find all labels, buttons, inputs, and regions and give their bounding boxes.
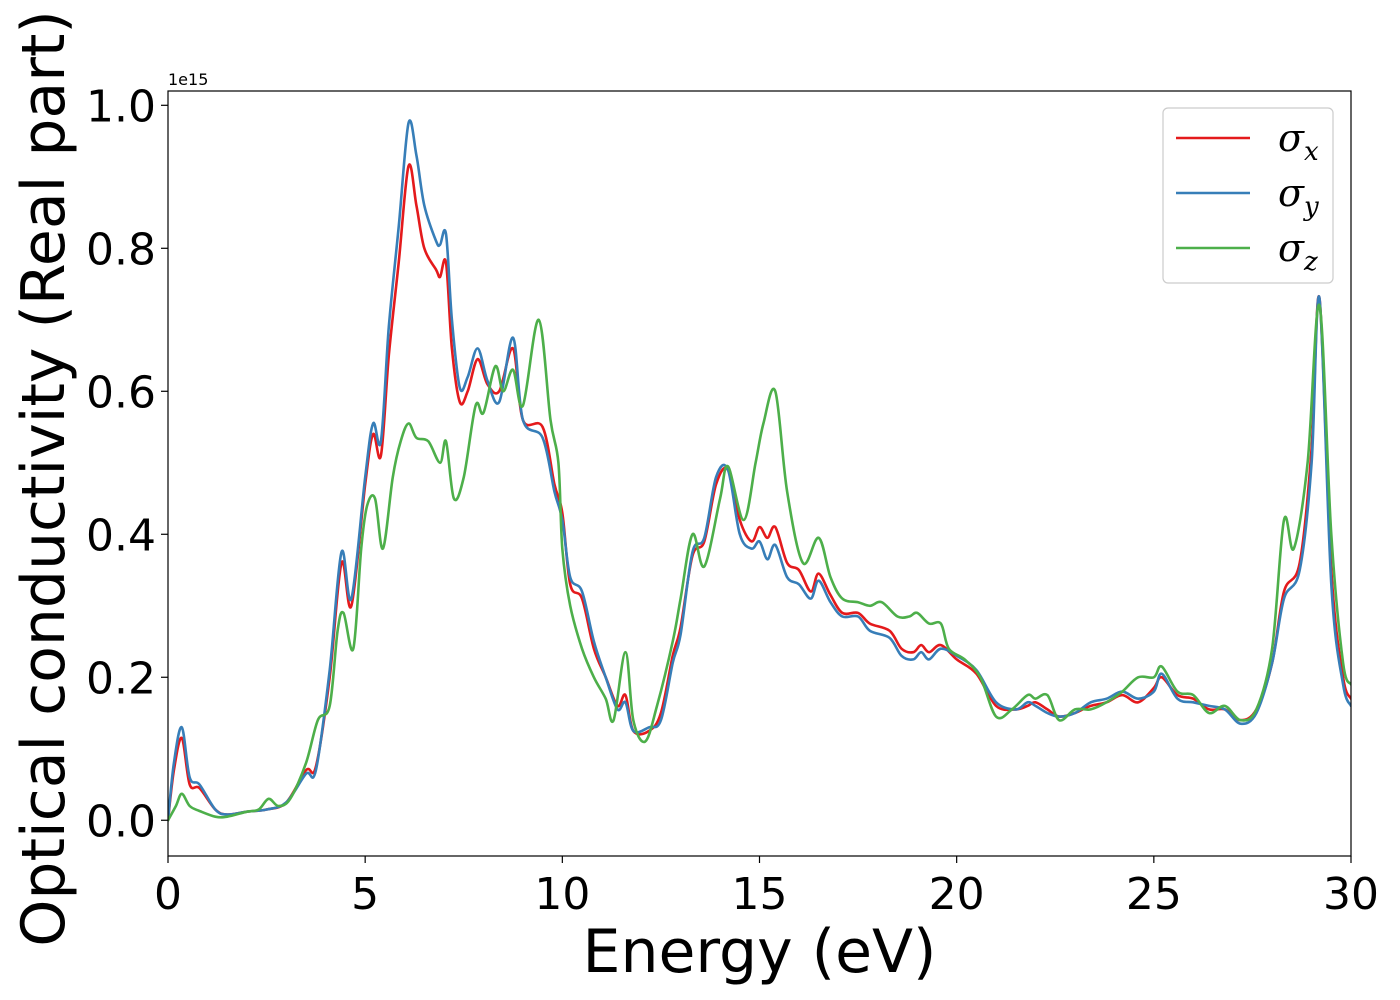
series-line-y (168, 119, 1351, 822)
y-tick-label: 1.0 (86, 81, 156, 132)
y-tick-label: 0.6 (86, 367, 156, 418)
series-layer (168, 119, 1351, 822)
series-line-z (168, 303, 1351, 822)
legend-box (1162, 107, 1334, 284)
x-axis: 0 5 10 15 20 25 30 (154, 856, 1379, 920)
y-tick-label: 0.4 (86, 510, 156, 561)
x-tick-label: 20 (929, 869, 985, 920)
x-axis-title: Energy (eV) (583, 917, 937, 987)
x-tick-label: 5 (351, 869, 379, 920)
y-tick-label: 0.2 (86, 653, 156, 704)
legend-label-x: σx (1278, 116, 1319, 167)
legend-label-z: σz (1278, 226, 1318, 277)
y-tick-label: 0.8 (86, 224, 156, 275)
y-tick-label: 0.0 (86, 796, 156, 847)
y-axis: 0.0 0.2 0.4 0.6 0.8 1.0 (86, 81, 168, 847)
x-tick-label: 15 (732, 869, 788, 920)
y-axis-title: Optical conductivity (Real part) (9, 10, 79, 947)
y-offset-text: 1e15 (168, 70, 208, 89)
x-tick-label: 10 (534, 869, 590, 920)
legend-label-y: σy (1278, 171, 1319, 222)
x-tick-label: 0 (154, 869, 182, 920)
x-tick-label: 30 (1323, 869, 1379, 920)
x-tick-label: 25 (1126, 869, 1182, 920)
